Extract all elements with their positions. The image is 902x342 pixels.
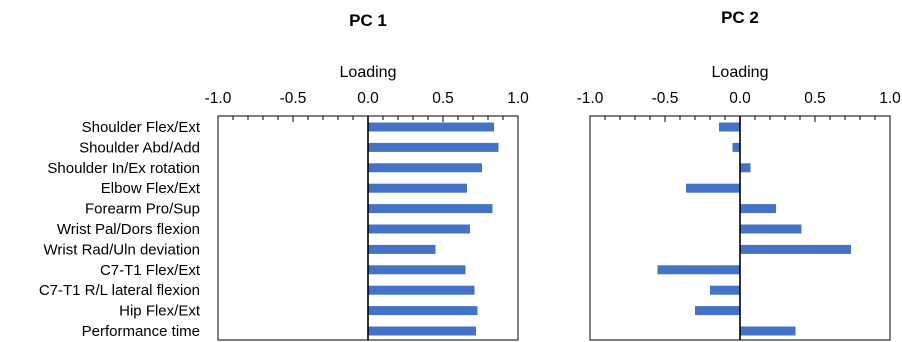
bar-3 (740, 163, 751, 173)
category-label: Performance time (82, 323, 200, 340)
category-label: Hip Flex/Ext (119, 303, 201, 320)
x-tick-label: -1.0 (577, 90, 604, 107)
bar-5 (740, 204, 776, 214)
bar-2 (368, 142, 499, 152)
x-tick-label: 0.0 (729, 90, 751, 107)
x-axis-label: Loading (340, 64, 397, 81)
category-label: Shoulder Abd/Add (79, 139, 200, 156)
bar-10 (695, 306, 740, 316)
bar-3 (368, 163, 482, 173)
bar-7 (368, 244, 436, 254)
category-label: C7-T1 Flex/Ext (100, 262, 201, 279)
chart-title: PC 1 (349, 11, 387, 30)
bar-2 (732, 142, 740, 152)
category-label: Shoulder In/Ex rotation (47, 160, 200, 177)
bar-5 (368, 204, 493, 214)
bar-10 (368, 306, 478, 316)
category-label: Shoulder Flex/Ext (82, 119, 201, 136)
chart-title: PC 2 (721, 8, 759, 27)
bar-1 (719, 122, 740, 132)
bar-11 (740, 326, 796, 336)
bar-9 (710, 285, 740, 295)
bar-11 (368, 326, 476, 336)
bar-4 (686, 183, 740, 193)
bar-4 (368, 183, 467, 193)
x-tick-label: -0.5 (280, 90, 307, 107)
x-tick-label: 1.0 (507, 90, 529, 107)
x-tick-label: 0.0 (357, 90, 379, 107)
x-tick-label: 0.5 (432, 90, 454, 107)
bar-6 (368, 224, 470, 234)
bar-9 (368, 285, 475, 295)
bar-1 (368, 122, 494, 132)
x-axis-label: Loading (712, 64, 769, 81)
bar-8 (657, 265, 740, 275)
bar-8 (368, 265, 466, 275)
x-tick-label: 1.0 (879, 90, 901, 107)
x-tick-label: -0.5 (652, 90, 679, 107)
category-label: Forearm Pro/Sup (85, 201, 200, 218)
category-label: C7-T1 R/L lateral flexion (39, 282, 200, 299)
category-label: Wrist Rad/Uln deviation (44, 241, 200, 258)
category-label: Elbow Flex/Ext (101, 180, 201, 197)
bar-6 (740, 224, 802, 234)
x-tick-label: -1.0 (205, 90, 232, 107)
x-tick-label: 0.5 (804, 90, 826, 107)
bar-7 (740, 244, 851, 254)
category-label: Wrist Pal/Dors flexion (57, 221, 200, 238)
